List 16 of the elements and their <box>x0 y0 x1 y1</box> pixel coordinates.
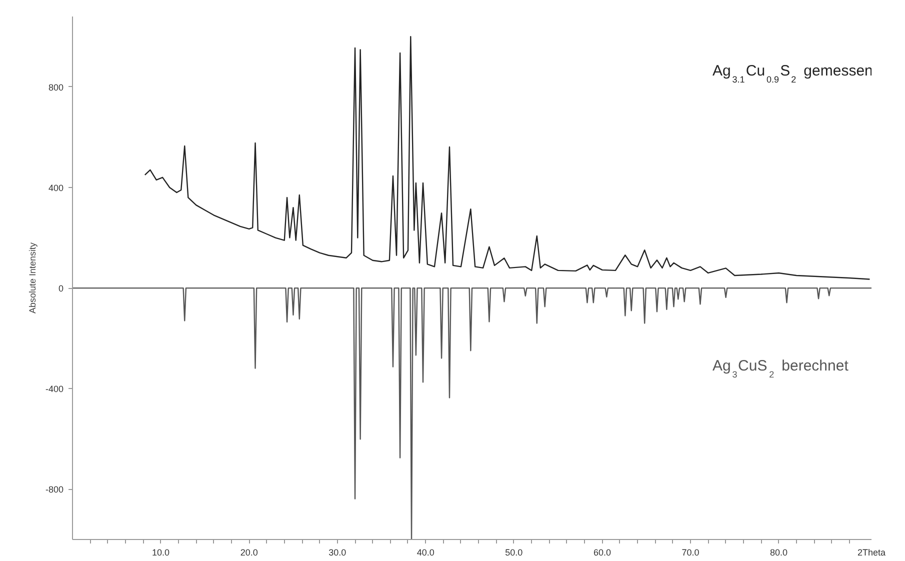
y-tick-label: -800 <box>45 484 64 495</box>
y-tick-label: 800 <box>48 82 64 92</box>
x-tick-label: 80.0 <box>770 548 788 558</box>
y-tick-label: 0 <box>58 284 64 294</box>
x-tick-label: 10.0 <box>152 548 170 558</box>
x-tick-label: 30.0 <box>328 548 346 558</box>
x-tick-label: 60.0 <box>593 548 611 558</box>
y-tick-label: -400 <box>45 384 64 394</box>
x-tick-label: 70.0 <box>682 548 700 558</box>
x-tick-label: 40.0 <box>416 548 434 558</box>
x-tick-label: 20.0 <box>240 548 258 558</box>
y-tick-label: 400 <box>48 182 64 193</box>
x-axis-title: 2Theta <box>857 548 886 558</box>
y-axis-title: Absolute Intensity <box>27 242 38 314</box>
x-tick-label: 50.0 <box>505 548 523 558</box>
line-series <box>144 36 870 280</box>
